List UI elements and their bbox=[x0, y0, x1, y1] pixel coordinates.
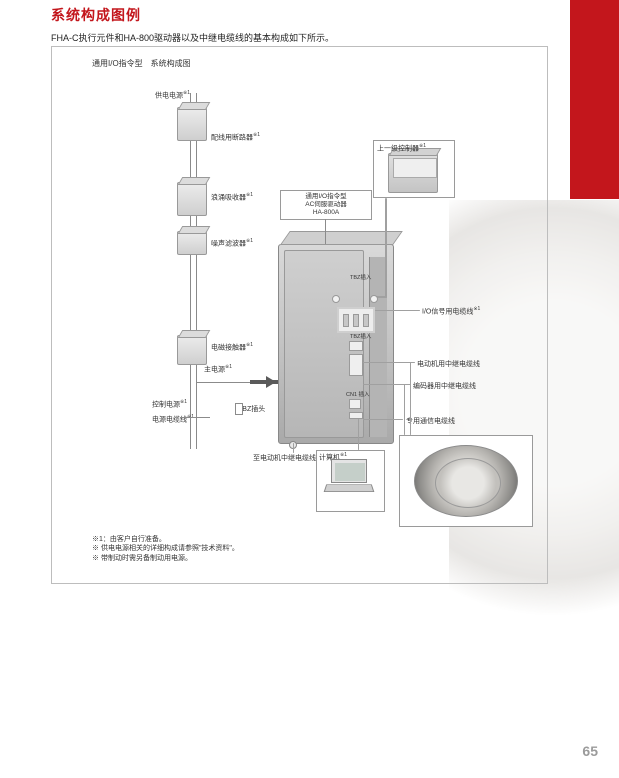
driver-port-e bbox=[349, 412, 363, 419]
laptop-icon bbox=[325, 459, 373, 497]
page-title: 系统构成图例 bbox=[51, 5, 141, 25]
label-driver-port-top2: TBZ插入 bbox=[350, 332, 371, 340]
page-number: 65 bbox=[582, 743, 598, 759]
label-motor-relay: 电动机用中继电缆线 bbox=[417, 359, 480, 369]
contactor-unit bbox=[177, 335, 207, 365]
driver-port-c bbox=[349, 354, 363, 376]
driver-label-line2: AC伺服驱动器 bbox=[305, 201, 347, 209]
supply-rail bbox=[190, 93, 192, 449]
tbz-connector bbox=[235, 403, 243, 415]
driver-port-d bbox=[349, 399, 361, 409]
noise-filter-unit bbox=[177, 231, 207, 255]
label-encoder-relay: 编码器用中继电缆线 bbox=[413, 381, 476, 391]
label-main-power: 主电源※1 bbox=[204, 364, 232, 374]
driver-label-line1: 通用I/O指令型 bbox=[305, 193, 346, 201]
label-breaker: 配线用断路器※1 bbox=[211, 132, 260, 142]
label-driver-port-top1: TBZ插入 bbox=[350, 273, 371, 281]
breaker-unit bbox=[177, 107, 207, 141]
label-noise-filter: 噪声滤波器※1 bbox=[211, 238, 253, 248]
system-diagram: 供电电源※1 配线用断路器※1 浪涌吸收器※1 噪声滤波器※1 电磁接触器※1 … bbox=[52, 47, 547, 583]
actuator-gfx bbox=[414, 445, 518, 517]
label-control-power: 控制电源※1 bbox=[152, 399, 187, 409]
side-red-tab bbox=[570, 0, 619, 199]
driver-label-line3: HA-800A bbox=[313, 209, 339, 217]
label-comm-cable: 专用通信电缆线 bbox=[406, 416, 455, 426]
servo-driver bbox=[278, 244, 394, 444]
label-power-cable: 电源电缆线※1 bbox=[152, 414, 194, 424]
footnote-1: ※1：由客户自行准备。 bbox=[92, 535, 239, 544]
label-io-cable: I/O信号用电缆线※1 bbox=[422, 306, 480, 316]
page-subtitle: FHA-C执行元件和HA-800驱动器以及中继电缆线的基本构成如下所示。 bbox=[51, 31, 334, 44]
footnote-3: ※ 带制动时需另备制动用电源。 bbox=[92, 554, 239, 563]
label-driver-port-cn1: CN1 插入 bbox=[346, 390, 370, 398]
label-power-supply: 供电电源※1 bbox=[155, 90, 190, 100]
driver-label-box: 通用I/O指令型 AC伺服驱动器 HA-800A bbox=[280, 190, 372, 220]
figure-footnotes: ※1：由客户自行准备。 ※ 供电电源相关的详细构成请参照"技术资料"。 ※ 带制… bbox=[92, 535, 239, 563]
footnote-2: ※ 供电电源相关的详细构成请参照"技术资料"。 bbox=[92, 544, 239, 553]
surge-absorber-unit bbox=[177, 182, 207, 216]
label-controller: 上一级控制器※1 bbox=[377, 143, 426, 153]
driver-port-b bbox=[349, 341, 363, 351]
system-diagram-figure: 通用I/O指令型 系统构成图 供电电源※1 配线用断路器※1 浪涌吸收器※1 噪… bbox=[51, 46, 548, 584]
label-surge: 浪涌吸收器※1 bbox=[211, 192, 253, 202]
upper-controller-gfx bbox=[388, 153, 438, 193]
io-connector bbox=[337, 307, 375, 333]
label-contactor: 电磁接触器※1 bbox=[211, 342, 253, 352]
